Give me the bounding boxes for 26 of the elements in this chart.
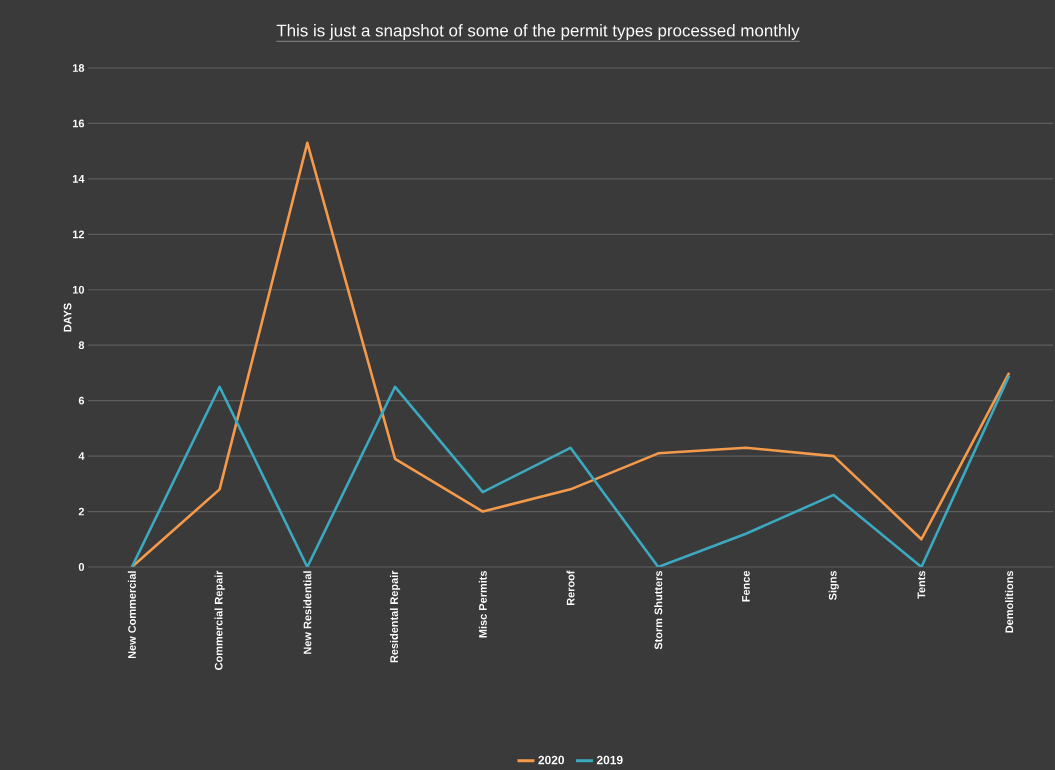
chart-title: This is just a snapshot of some of the permit types processed monthly	[276, 24, 800, 40]
x-tick-label: New Residential	[303, 571, 312, 654]
y-tick-label: 4	[78, 452, 85, 460]
y-tick-label: 10	[72, 285, 85, 294]
y-axis-title: DAYS	[63, 303, 72, 332]
legend-label: 2019	[596, 755, 623, 765]
line-series	[130, 374, 1011, 567]
y-tick-label: 12	[72, 230, 85, 239]
x-tick-label: Commercial Repair	[214, 570, 225, 670]
y-tick-label: 6	[78, 396, 85, 405]
x-tick-label: Tents	[917, 570, 926, 599]
x-tick-label: Storm Shutters	[654, 570, 663, 650]
y-tick-label: 2	[78, 507, 85, 516]
x-tick-label: Reroof	[566, 570, 575, 606]
x-tick-label: New Commercial	[127, 571, 136, 659]
x-tick-label: Fence	[742, 570, 750, 602]
x-tick-label: Misc Permits	[478, 570, 487, 638]
y-tick-label: 14	[72, 175, 85, 183]
x-tick-label: Residental Repair	[389, 570, 401, 663]
x-tick-label: Demolitions	[1005, 570, 1014, 633]
x-tick-label: Signs	[828, 570, 839, 601]
legend-label: 2020	[538, 755, 565, 765]
y-tick-label: 0	[78, 563, 85, 571]
y-tick-label: 18	[72, 64, 85, 72]
y-tick-label: 16	[72, 119, 85, 128]
y-tick-label: 8	[78, 341, 85, 350]
